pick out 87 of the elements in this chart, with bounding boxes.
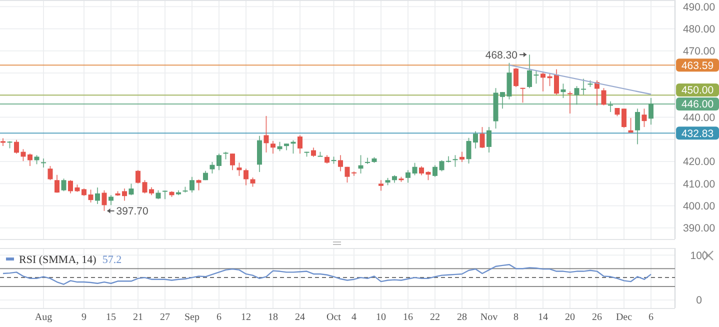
legend-label: RSI (SMMA, 14) — [19, 254, 97, 266]
candlestick — [7, 140, 12, 149]
candlestick — [331, 156, 336, 164]
ref-line-label: 463.59 — [681, 60, 714, 72]
candlestick — [628, 117, 634, 134]
line-series — [2, 264, 652, 285]
y-tick-label: 490.00 — [682, 1, 716, 14]
candlestick — [635, 108, 640, 145]
candlestick — [48, 165, 53, 181]
x-tick-label: 6 — [216, 312, 222, 323]
candlestick — [61, 178, 66, 192]
y-tick-label: 480.00 — [682, 23, 716, 36]
x-tick-label: 8 — [514, 312, 518, 323]
candlestick — [250, 176, 256, 188]
annotation: 468.30 — [485, 49, 518, 62]
x-tick-label: 16 — [403, 312, 413, 323]
x-tick-label: 12 — [241, 312, 251, 323]
y-tick-label: 410.00 — [682, 178, 716, 190]
annotation: 57.2 — [102, 254, 122, 266]
annotation: 397.70 — [116, 206, 149, 218]
candlestick — [128, 183, 134, 196]
candlestick — [406, 170, 410, 184]
candlestick — [378, 180, 384, 192]
candlestick — [358, 154, 364, 174]
x-tick-label: 27 — [160, 312, 170, 323]
candlestick — [136, 170, 140, 184]
candlestick — [54, 174, 60, 194]
x-tick-label: 4 — [352, 312, 356, 323]
candlestick — [601, 88, 606, 106]
candlestick — [480, 126, 485, 149]
ref-line-label: 432.83 — [681, 128, 714, 140]
candlestick — [460, 151, 464, 162]
x-tick-label: 18 — [268, 312, 278, 323]
candlestick — [95, 186, 100, 205]
y-tick-label: 470.00 — [682, 46, 716, 58]
candlestick — [506, 62, 512, 100]
ref-line-label: 446.00 — [681, 98, 714, 111]
candlestick — [452, 154, 458, 168]
candlestick — [642, 108, 647, 128]
y-tick-label: 440.00 — [682, 112, 716, 124]
candlestick — [432, 164, 438, 178]
candlestick — [534, 70, 539, 84]
candlestick — [68, 180, 73, 194]
candlestick — [298, 134, 302, 154]
candlestick — [264, 115, 269, 153]
x-tick-label: Aug — [34, 312, 52, 323]
x-tick-label: 6 — [648, 312, 654, 323]
candlestick — [560, 83, 566, 99]
x-tick-label: 20 — [565, 312, 575, 323]
candlestick — [230, 153, 235, 171]
candlestick — [190, 176, 194, 194]
x-tick-label: 15 — [106, 312, 116, 323]
candlestick — [244, 168, 248, 186]
candlestick — [34, 154, 40, 165]
x-tick-label: 26 — [592, 312, 602, 323]
x-tick-label: Sep — [184, 312, 200, 323]
y-tick-label: 390.00 — [682, 222, 716, 235]
x-tick-label: Oct — [326, 312, 342, 323]
candlestick — [540, 72, 546, 92]
x-tick-label: 21 — [133, 312, 143, 323]
candlestick — [14, 139, 19, 154]
candlestick — [236, 162, 242, 176]
candlestick — [41, 158, 46, 168]
y-tick-label: 420.00 — [682, 156, 716, 168]
candlestick — [486, 126, 492, 153]
x-tick-label: Dec — [616, 312, 633, 323]
candlestick — [88, 189, 94, 203]
candlestick — [338, 154, 343, 172]
candlestick — [196, 178, 202, 191]
ref-line-label: 450.00 — [681, 84, 714, 97]
candlestick — [412, 162, 418, 176]
x-tick-label: 14 — [538, 312, 548, 323]
candlestick — [419, 166, 424, 176]
x-tick-label: Nov — [480, 312, 498, 323]
y-tick-label: 0 — [696, 294, 702, 307]
candlestick — [520, 87, 526, 104]
candlestick — [568, 90, 572, 114]
x-tick-label: 10 — [376, 312, 386, 323]
x-tick-label: 9 — [82, 312, 86, 323]
candlestick — [108, 194, 114, 206]
x-tick-label: 22 — [430, 312, 440, 323]
candlestick — [514, 67, 518, 88]
x-tick-label: 28 — [457, 312, 467, 323]
y-tick-label: 400.00 — [682, 200, 716, 212]
candlestick — [311, 147, 316, 158]
x-tick-label: 24 — [295, 312, 305, 323]
candlestick — [270, 140, 276, 154]
